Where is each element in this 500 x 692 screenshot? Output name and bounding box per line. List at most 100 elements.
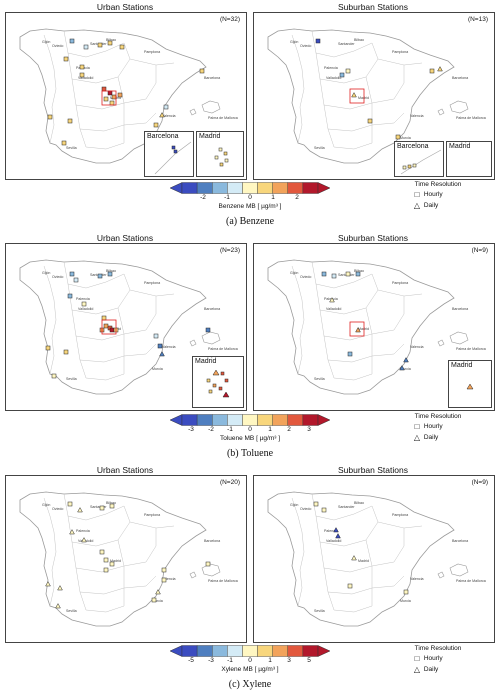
- madrid-highlight-box: [349, 321, 365, 337]
- city-label: Palencia: [324, 66, 338, 70]
- station-marker-daily: [45, 581, 51, 587]
- station-marker-hourly: [101, 315, 107, 321]
- station-marker-daily: [55, 603, 61, 609]
- station-count: (N=23): [219, 247, 240, 254]
- city-label: Valladolid: [326, 307, 341, 311]
- city-label: Valladolid: [326, 76, 341, 80]
- cbar-tick: 3: [287, 657, 291, 664]
- inset-label: Barcelona: [397, 143, 429, 150]
- station-marker-hourly: [199, 68, 205, 74]
- suburban-title-b: Suburban Stations: [338, 233, 408, 243]
- city-label: Palma de Mallorca: [208, 116, 238, 120]
- legend-hourly-label: Hourly: [423, 655, 443, 662]
- madrid-highlight-box: [101, 319, 117, 335]
- station-marker-hourly: [61, 140, 67, 146]
- station-marker-daily: [329, 297, 335, 303]
- city-label: Pamplona: [144, 281, 160, 285]
- cbar-tick: -1: [227, 657, 233, 664]
- colorbar-c: [170, 645, 330, 657]
- city-label: Pamplona: [392, 513, 408, 517]
- station-marker-hourly: [103, 557, 109, 563]
- city-label: Valencia: [162, 577, 176, 581]
- city-label: Palencia: [76, 529, 90, 533]
- city-label: Barcelona: [452, 539, 468, 543]
- cbar-tick: -2: [200, 194, 206, 201]
- city-label: Sevilla: [314, 146, 325, 150]
- time-resolution-legend: Time Resolution □ Hourly △ Daily: [398, 181, 478, 210]
- city-label: Valencia: [410, 345, 424, 349]
- station-marker-hourly: [313, 501, 319, 507]
- urban-map-a: GijónBilbaoOviedoSantanderPamplonaPalenc…: [5, 12, 247, 180]
- station-marker-hourly: [153, 333, 159, 339]
- cbar-tick: 3: [307, 426, 311, 433]
- city-label: Gijón: [290, 503, 298, 507]
- legend-daily: △ Daily: [412, 201, 478, 210]
- city-label: Valladolid: [326, 539, 341, 543]
- colorbar-a: [170, 182, 330, 194]
- station-marker-hourly: [109, 503, 115, 509]
- urban-map-b: GijónBilbaoOviedoSantanderPamplonaPalenc…: [5, 243, 247, 411]
- station-marker-daily: [403, 357, 409, 363]
- cbar-tick: -1: [227, 426, 233, 433]
- city-label: Pamplona: [144, 513, 160, 517]
- caption-c: (c) Xylene: [228, 679, 272, 690]
- station-count: (N=20): [219, 479, 240, 486]
- inset-label: Madrid: [195, 358, 217, 365]
- legend-hourly: □ Hourly: [412, 190, 478, 199]
- urban-title-b: Urban Stations: [96, 233, 154, 243]
- city-label: Murcia: [400, 599, 411, 603]
- legend-daily: △ Daily: [412, 665, 478, 674]
- city-label: Murcia: [152, 367, 163, 371]
- station-marker-hourly: [157, 343, 163, 349]
- inset-barcelona: Barcelona: [394, 141, 444, 177]
- city-label: Gijón: [42, 503, 50, 507]
- city-label: Barcelona: [452, 307, 468, 311]
- city-label: Sevilla: [66, 146, 77, 150]
- station-marker-hourly: [339, 72, 345, 78]
- caption-b: (b) Toluene: [226, 448, 274, 459]
- station-marker-hourly: [83, 44, 89, 50]
- city-label: Pamplona: [144, 50, 160, 54]
- legend-daily-label: Daily: [423, 202, 439, 209]
- station-marker-hourly: [79, 64, 85, 70]
- city-label: Bilbao: [354, 269, 364, 273]
- station-marker-hourly: [69, 38, 75, 44]
- station-marker-hourly: [63, 349, 69, 355]
- urban-map-c: Gijón Bilbao Oviedo Santander Pamplona Palenc…: [5, 475, 247, 643]
- cbar-tick: -1: [224, 194, 230, 201]
- city-label: Santander: [90, 505, 107, 509]
- city-label: Sevilla: [66, 609, 77, 613]
- station-marker-hourly: [45, 345, 51, 351]
- station-marker-hourly: [103, 323, 109, 329]
- city-label: Sevilla: [66, 377, 77, 381]
- station-marker-daily: [399, 365, 405, 371]
- city-label: Santander: [338, 42, 355, 46]
- city-label: Murcia: [400, 367, 411, 371]
- city-label: Valencia: [410, 114, 424, 118]
- station-marker-hourly: [111, 94, 117, 100]
- station-marker-hourly: [99, 549, 105, 555]
- cbar-tick: 0: [248, 426, 252, 433]
- station-marker-hourly: [163, 104, 169, 110]
- station-marker-hourly: [321, 271, 327, 277]
- station-marker-hourly: [67, 501, 73, 507]
- city-label: Gijón: [290, 40, 298, 44]
- city-label: Madrid: [358, 559, 369, 563]
- time-resolution-legend: Time Resolution □ Hourly △ Daily: [398, 645, 478, 674]
- city-label: Palencia: [76, 297, 90, 301]
- city-label: Bilbao: [106, 38, 116, 42]
- station-marker-hourly: [63, 56, 69, 62]
- inset-label: Madrid: [451, 362, 473, 369]
- city-label: Santander: [338, 505, 355, 509]
- triangle-icon: △: [413, 665, 421, 674]
- city-label: Murcia: [400, 136, 411, 140]
- legend-title: Time Resolution: [414, 413, 462, 420]
- station-marker-hourly: [161, 577, 167, 583]
- cbar-tick: 2: [295, 194, 299, 201]
- legend-daily-label: Daily: [423, 666, 439, 673]
- station-marker-hourly: [81, 301, 87, 307]
- city-label: Palma de Mallorca: [456, 579, 486, 583]
- city-label: Palma de Mallorca: [456, 116, 486, 120]
- legend-daily: △ Daily: [412, 433, 478, 442]
- time-resolution-legend: Time Resolution □ Hourly △ Daily: [398, 413, 478, 442]
